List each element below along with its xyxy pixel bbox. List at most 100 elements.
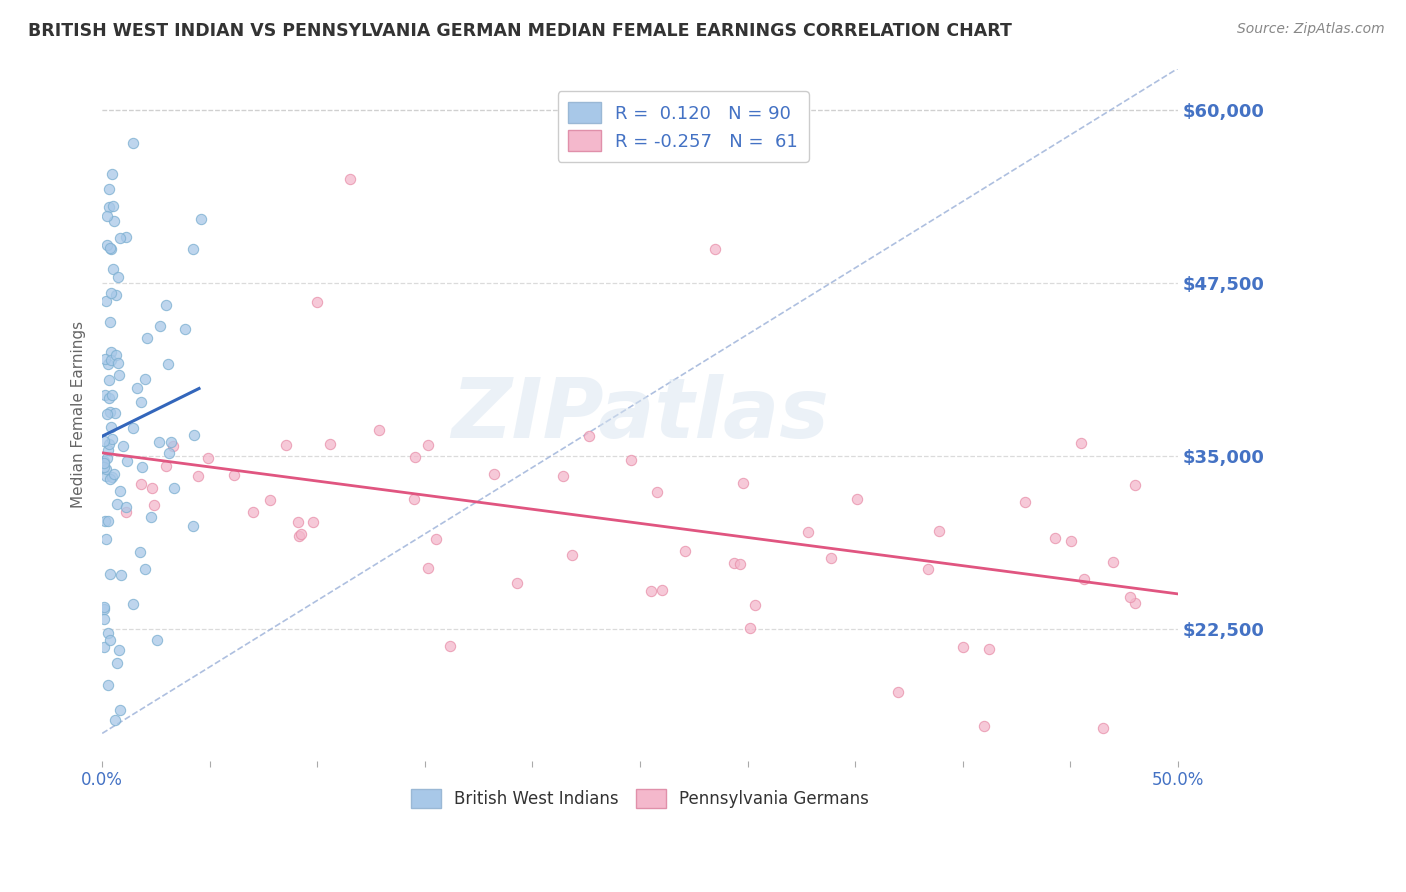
Point (103, 467, 125, 482)
Point (101, 167, 124, 181)
Point (578, 429, 600, 443)
Point (93, 454, 115, 468)
Point (104, 713, 127, 727)
Point (163, 482, 186, 496)
Point (115, 505, 138, 519)
Point (103, 213, 125, 227)
Point (728, 557, 751, 571)
Point (101, 262, 124, 277)
Point (482, 467, 505, 481)
Point (97, 358, 120, 372)
Point (404, 450, 426, 465)
Point (416, 561, 439, 575)
Point (108, 483, 131, 498)
Point (146, 632, 169, 647)
Point (97, 200, 120, 214)
Point (339, 172, 361, 186)
Point (242, 505, 264, 519)
Point (103, 199, 125, 213)
Point (97, 442, 120, 457)
Point (1123, 596, 1146, 610)
Point (98, 405, 121, 419)
Point (305, 294, 328, 309)
Point (1101, 555, 1123, 569)
Point (797, 525, 820, 540)
Point (1059, 533, 1081, 548)
Point (128, 545, 150, 559)
Point (157, 357, 180, 371)
Point (149, 318, 172, 333)
Point (820, 551, 842, 566)
Point (1091, 721, 1114, 735)
Point (93, 459, 115, 474)
Point (93, 457, 115, 471)
Point (174, 322, 197, 336)
Point (93, 640, 115, 654)
Point (96, 407, 118, 421)
Point (100, 353, 122, 368)
Point (98, 315, 121, 329)
Point (115, 454, 138, 468)
Point (190, 211, 212, 226)
Point (157, 446, 180, 460)
Point (100, 286, 122, 301)
Point (96, 238, 118, 252)
Point (181, 243, 204, 257)
Point (136, 331, 159, 345)
Point (122, 421, 145, 435)
Point (114, 500, 136, 514)
Point (141, 481, 163, 495)
Point (148, 434, 170, 449)
Point (288, 529, 311, 543)
Point (100, 420, 122, 434)
Point (1070, 435, 1092, 450)
Point (973, 719, 995, 733)
Point (101, 432, 124, 446)
Point (197, 451, 219, 466)
Point (100, 242, 122, 256)
Text: ZIPatlas: ZIPatlas (451, 375, 830, 455)
Point (97, 626, 120, 640)
Point (115, 230, 138, 244)
Y-axis label: Median Female Earnings: Median Female Earnings (72, 321, 86, 508)
Point (100, 567, 122, 582)
Point (887, 685, 910, 699)
Point (96, 451, 118, 466)
Point (97, 678, 120, 692)
Point (96, 293, 118, 308)
Point (952, 640, 974, 654)
Point (105, 497, 128, 511)
Point (121, 136, 143, 150)
Point (187, 468, 209, 483)
Point (93, 611, 115, 625)
Point (733, 476, 755, 491)
Point (287, 515, 309, 529)
Point (416, 438, 439, 452)
Legend: British West Indians, Pennsylvania Germans: British West Indians, Pennsylvania Germa… (405, 782, 876, 815)
Point (112, 439, 135, 453)
Point (108, 231, 131, 245)
Point (1123, 478, 1146, 492)
Point (93, 600, 115, 615)
Point (928, 524, 950, 538)
Point (977, 642, 1000, 657)
Point (917, 562, 939, 576)
Point (107, 269, 129, 284)
Point (439, 640, 461, 654)
Point (259, 493, 281, 508)
Point (301, 515, 323, 529)
Point (845, 492, 868, 507)
Point (402, 492, 425, 507)
Point (162, 439, 184, 453)
Point (108, 703, 131, 717)
Point (673, 544, 696, 558)
Point (319, 437, 342, 451)
Point (94, 532, 117, 546)
Point (98, 373, 121, 387)
Point (1119, 591, 1142, 605)
Point (640, 583, 662, 598)
Point (561, 548, 583, 562)
Point (94, 351, 117, 366)
Point (131, 459, 153, 474)
Point (105, 348, 128, 362)
